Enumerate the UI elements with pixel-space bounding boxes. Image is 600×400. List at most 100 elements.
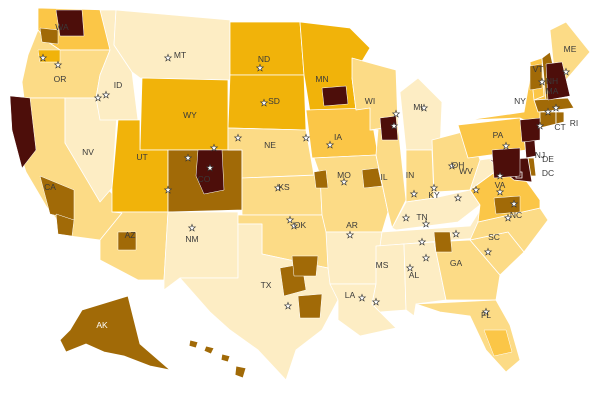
state-label-ma: MA <box>546 86 559 96</box>
capital-star-icon <box>53 60 63 69</box>
state-label-ok: OK <box>294 220 307 230</box>
state-label-al: AL <box>409 270 420 280</box>
capital-star-icon <box>447 161 457 170</box>
capital-star-icon <box>453 193 463 202</box>
district-new-york-city <box>519 117 541 143</box>
district-dallas <box>291 255 319 277</box>
capital-star-icon <box>561 67 571 76</box>
state-label-in: IN <box>406 170 415 180</box>
state-label-id: ID <box>114 80 123 90</box>
state-label-ut: UT <box>136 152 147 162</box>
state-label-vt: VT <box>533 64 544 74</box>
capital-star-icon <box>371 297 381 306</box>
capital-star-icon <box>421 253 431 262</box>
state-label-nv: NV <box>82 147 94 157</box>
state-ks <box>241 174 323 216</box>
state-label-wa: WA <box>55 22 69 32</box>
district-bay-area <box>9 95 37 169</box>
state-label-ny: NY <box>514 96 526 106</box>
capital-star-icon <box>421 219 431 228</box>
capital-star-icon <box>289 221 299 230</box>
capital-star-icon <box>483 247 493 256</box>
state-label-mi: MI <box>413 102 422 112</box>
state-label-me: ME <box>564 44 577 54</box>
capital-star-icon <box>391 109 401 118</box>
district-burlington <box>529 63 543 91</box>
capital-star-icon <box>429 183 439 192</box>
state-label-va: VA <box>495 180 506 190</box>
capital-star-icon <box>409 189 419 198</box>
state-label-wv: WV <box>459 166 473 176</box>
state-label-ms: MS <box>376 260 389 270</box>
state-label-az: AZ <box>125 230 136 240</box>
state-label-ar: AR <box>346 220 358 230</box>
state-label-mt: MT <box>174 50 186 60</box>
state-label-nm: NM <box>185 234 198 244</box>
capital-star-icon <box>543 107 553 116</box>
state-label-pa: PA <box>493 130 504 140</box>
district-seattle <box>55 9 85 37</box>
district-atlanta <box>433 231 453 253</box>
states-layer <box>11 7 591 381</box>
state-ak <box>59 295 171 371</box>
state-label-fl: FL <box>481 310 491 320</box>
capital-star-icon <box>283 301 293 310</box>
state-label-ri: RI <box>570 118 579 128</box>
district-washington-metro <box>491 147 521 179</box>
state-ri <box>555 111 565 125</box>
district-triangle <box>493 195 521 215</box>
district-chicago <box>379 115 399 141</box>
capital-stars-layer <box>38 53 571 316</box>
capital-star-icon <box>233 133 243 142</box>
district-minneapolis <box>321 85 349 107</box>
state-label-ga: GA <box>450 258 463 268</box>
capital-star-icon <box>551 103 561 112</box>
capital-star-icon <box>285 215 295 224</box>
capital-star-icon <box>535 121 545 130</box>
capital-star-icon <box>501 141 511 150</box>
capital-star-icon <box>205 163 215 172</box>
state-label-nc: NC <box>510 210 522 220</box>
capital-star-icon <box>509 199 519 208</box>
capital-star-icon <box>389 121 399 130</box>
capital-star-icon <box>537 77 547 86</box>
state-label-ak: AK <box>96 320 108 330</box>
state-label-nd: ND <box>258 54 270 64</box>
state-label-oh: OH <box>452 160 465 170</box>
state-label-de: DE <box>542 154 554 164</box>
state-il <box>369 125 407 229</box>
state-label-ct: CT <box>554 122 565 132</box>
state-mi <box>399 77 443 151</box>
capital-star-icon <box>163 53 173 62</box>
capital-star-icon <box>401 213 411 222</box>
state-label-ne: NE <box>264 140 276 150</box>
capital-star-icon <box>451 229 461 238</box>
district-denver-boulder <box>195 149 225 195</box>
capital-star-icon <box>325 140 335 149</box>
capital-star-icon <box>471 185 481 194</box>
district-san-diego <box>55 213 75 237</box>
state-label-wy: WY <box>183 110 197 120</box>
state-label-il: IL <box>380 172 387 182</box>
capital-star-icon <box>495 171 505 180</box>
state-label-ca: CA <box>44 182 56 192</box>
capital-star-icon <box>405 263 415 272</box>
district-tucson <box>117 231 137 251</box>
capital-star-icon <box>495 187 505 196</box>
state-label-nj: NJ <box>535 150 545 160</box>
state-nd <box>229 21 305 76</box>
capital-star-icon <box>417 237 427 246</box>
state-ga <box>433 239 501 301</box>
state-labels-layer: WA OR CA NV ID MT WY UT AZ CO NM ND SD NE KS OK TX MN IA MO… <box>44 22 578 330</box>
district-st-louis <box>361 167 383 189</box>
capital-star-icon <box>481 307 491 316</box>
state-label-ia: IA <box>334 132 342 142</box>
state-hi <box>188 339 247 379</box>
capital-star-icon <box>255 63 265 72</box>
district-kansas-city <box>313 169 329 189</box>
capital-star-icon <box>419 103 429 112</box>
state-label-wi: WI <box>365 96 375 106</box>
state-label-tn: TN <box>416 212 427 222</box>
state-label-nh: NH <box>546 76 558 86</box>
